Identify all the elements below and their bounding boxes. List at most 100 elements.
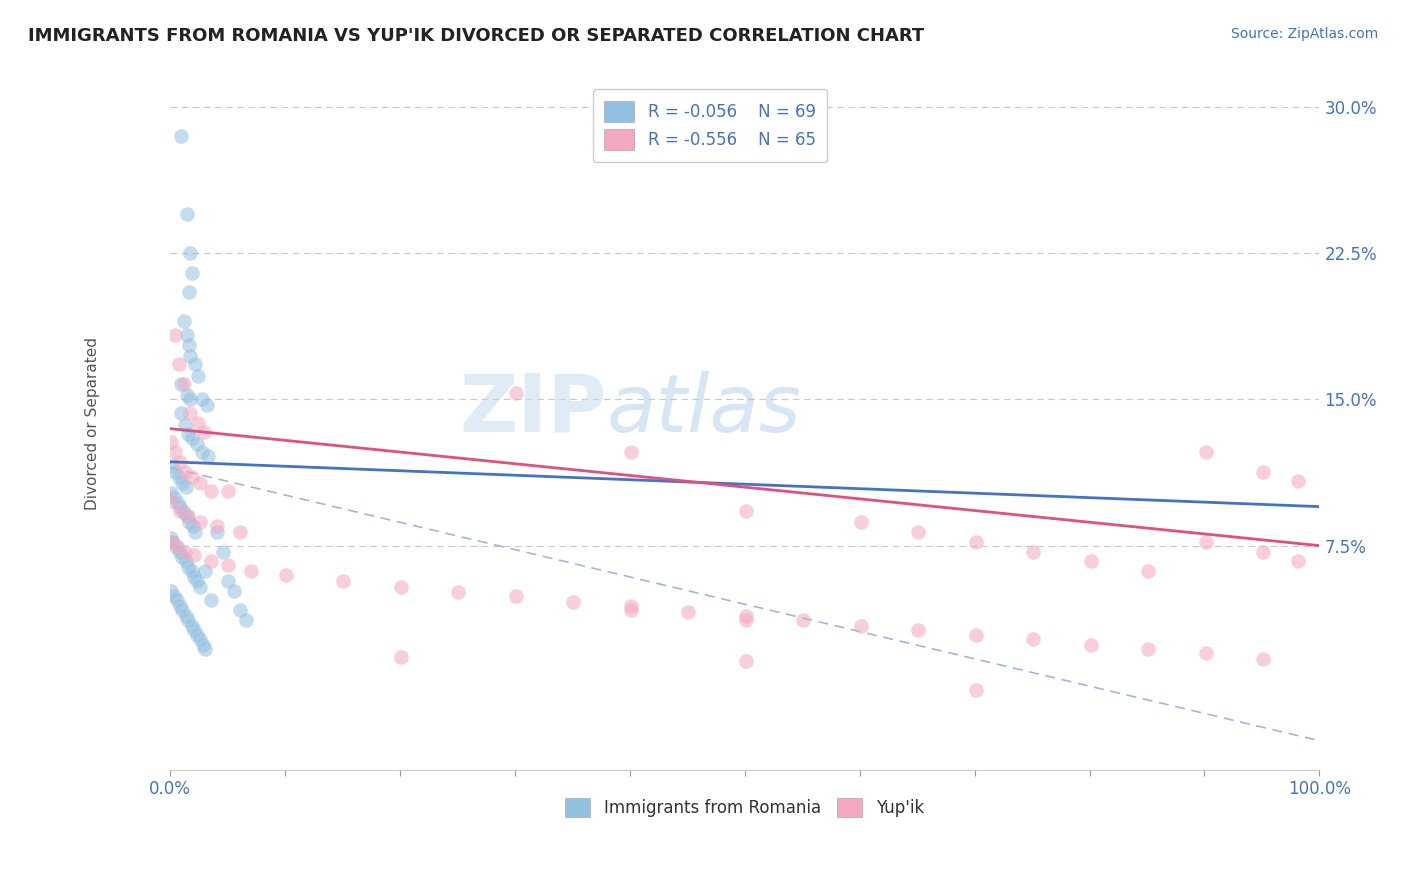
Point (907, 623, 929, 637)
Point (174, 608, 197, 623)
Point (620, 599, 643, 614)
Point (734, 654, 756, 668)
Point (173, 376, 195, 391)
Point (235, 613, 257, 627)
Point (188, 632, 211, 647)
Point (172, 603, 194, 617)
Point (169, 500, 191, 514)
Point (162, 534, 184, 549)
Point (165, 328, 187, 343)
Point (200, 554, 222, 568)
Point (179, 406, 201, 420)
Point (1194, 646, 1216, 660)
Text: Source: ZipAtlas.com: Source: ZipAtlas.com (1230, 27, 1378, 41)
Point (179, 285, 201, 299)
Point (849, 618, 872, 632)
Legend: Immigrants from Romania, Yup'ik: Immigrants from Romania, Yup'ik (558, 791, 931, 824)
Point (1022, 632, 1045, 647)
Point (1286, 475, 1309, 489)
Point (160, 534, 183, 549)
Point (197, 449, 219, 463)
Point (1251, 544, 1274, 558)
Point (187, 368, 209, 383)
Point (176, 328, 198, 343)
Point (167, 470, 190, 484)
Point (195, 398, 218, 412)
Point (160, 583, 183, 598)
Point (562, 595, 585, 609)
Point (170, 406, 193, 420)
Point (174, 480, 197, 494)
Point (169, 455, 191, 469)
Point (1137, 564, 1160, 578)
Point (183, 623, 205, 637)
Point (172, 476, 194, 491)
Point (173, 544, 195, 558)
Point (160, 486, 183, 500)
Point (1080, 638, 1102, 652)
Point (166, 593, 188, 607)
Point (173, 506, 195, 520)
Point (167, 357, 190, 371)
Point (678, 605, 700, 619)
Point (217, 483, 239, 498)
Point (217, 574, 239, 588)
Point (163, 590, 186, 604)
Point (174, 554, 197, 568)
Point (176, 207, 198, 221)
Point (620, 603, 643, 617)
Point (224, 583, 246, 598)
Point (849, 515, 872, 529)
Point (734, 608, 756, 623)
Point (173, 465, 195, 479)
Point (184, 357, 207, 371)
Point (1080, 554, 1102, 568)
Point (176, 509, 198, 524)
Point (240, 564, 263, 578)
Point (183, 570, 205, 584)
Point (389, 580, 412, 594)
Point (191, 445, 214, 459)
Point (170, 376, 193, 391)
Text: ZIP: ZIP (460, 371, 606, 449)
Point (172, 550, 194, 565)
Point (447, 585, 470, 599)
Point (165, 465, 187, 479)
Point (200, 483, 222, 498)
Point (191, 392, 214, 407)
Point (179, 246, 201, 260)
Point (205, 524, 228, 539)
Point (965, 628, 987, 642)
Point (965, 683, 987, 698)
Point (211, 544, 233, 558)
Point (187, 416, 209, 430)
Point (169, 544, 191, 558)
Point (188, 515, 211, 529)
Point (907, 524, 929, 539)
Point (1022, 544, 1045, 558)
Point (188, 580, 211, 594)
Point (180, 470, 202, 484)
Point (505, 590, 527, 604)
Point (180, 618, 202, 632)
Point (205, 519, 228, 533)
Point (181, 519, 204, 533)
Point (160, 458, 183, 473)
Point (194, 564, 217, 578)
Point (179, 392, 201, 407)
Point (505, 386, 527, 401)
Point (1251, 465, 1274, 479)
Point (229, 524, 252, 539)
Point (965, 534, 987, 549)
Point (180, 266, 202, 280)
Point (792, 613, 814, 627)
Point (191, 638, 214, 652)
Point (173, 314, 195, 328)
Point (184, 524, 207, 539)
Point (188, 476, 211, 491)
Point (734, 613, 756, 627)
Point (200, 593, 222, 607)
Point (169, 503, 191, 517)
Point (173, 417, 195, 432)
Point (217, 558, 239, 573)
